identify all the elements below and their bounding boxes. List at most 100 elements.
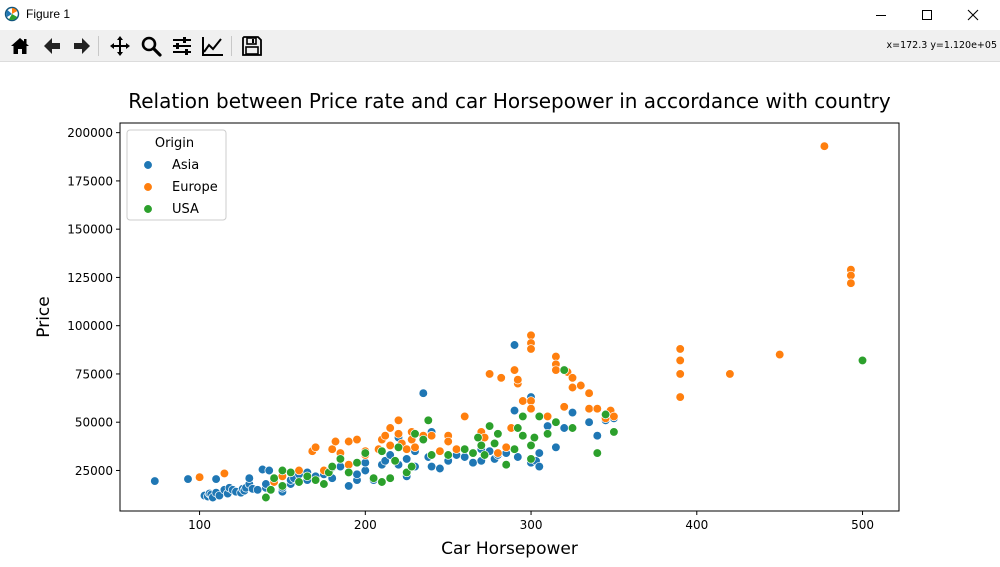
data-point-asia xyxy=(460,452,470,462)
data-point-europe xyxy=(592,404,602,414)
y-tick-label: 175000 xyxy=(67,174,113,188)
data-point-asia xyxy=(435,463,445,474)
data-point-usa xyxy=(857,355,868,366)
data-point-usa xyxy=(327,461,337,472)
data-point-europe xyxy=(526,330,536,340)
data-point-europe xyxy=(567,382,578,393)
data-point-europe xyxy=(526,396,536,406)
data-point-usa xyxy=(319,479,329,489)
data-point-europe xyxy=(402,444,412,454)
back-button[interactable] xyxy=(40,34,64,58)
data-point-asia xyxy=(344,481,354,491)
data-point-europe xyxy=(513,375,523,385)
data-point-usa xyxy=(567,423,578,433)
data-point-asia xyxy=(559,423,569,433)
save-button[interactable] xyxy=(240,34,264,58)
data-point-asia xyxy=(584,417,594,427)
data-point-usa xyxy=(484,421,495,431)
data-point-asia xyxy=(244,473,254,483)
data-point-europe xyxy=(330,436,341,447)
data-point-usa xyxy=(390,456,400,466)
edit-axis-button[interactable] xyxy=(201,34,225,58)
data-point-europe xyxy=(775,349,785,360)
data-point-usa xyxy=(294,477,304,487)
pan-icon xyxy=(110,36,130,56)
data-point-europe xyxy=(551,351,561,362)
configure-subplots-icon xyxy=(173,37,191,55)
data-point-usa xyxy=(423,415,433,425)
data-point-europe xyxy=(675,369,685,379)
window-titlebar: Figure 1 xyxy=(0,0,1000,30)
data-point-europe xyxy=(344,460,354,470)
edit-axis-icon xyxy=(202,37,223,56)
data-point-usa xyxy=(473,432,483,443)
data-point-asia xyxy=(183,474,193,484)
pan-button[interactable] xyxy=(108,34,132,58)
legend-marker-asia xyxy=(143,160,153,170)
data-point-europe xyxy=(435,446,445,456)
maximize-button[interactable] xyxy=(904,0,950,30)
data-point-usa xyxy=(529,432,540,443)
data-point-asia xyxy=(468,458,478,468)
data-point-asia xyxy=(402,454,412,464)
legend-box xyxy=(126,129,227,221)
data-point-europe xyxy=(493,448,503,458)
data-point-asia xyxy=(150,476,160,486)
data-point-europe xyxy=(846,278,856,288)
x-axis-label: Car Horsepower xyxy=(441,539,578,559)
data-point-usa xyxy=(335,454,346,464)
data-point-europe xyxy=(327,444,337,454)
data-point-europe xyxy=(559,402,569,412)
maximize-icon xyxy=(922,10,932,20)
data-point-usa xyxy=(479,450,490,460)
zoom-icon xyxy=(141,36,162,57)
data-point-usa xyxy=(286,467,296,478)
forward-button[interactable] xyxy=(70,34,94,58)
data-point-europe xyxy=(380,431,390,441)
y-tick-label: 200000 xyxy=(67,126,113,140)
data-point-usa xyxy=(501,460,511,470)
data-point-usa xyxy=(426,450,437,460)
data-point-usa xyxy=(592,448,602,458)
data-point-europe xyxy=(385,440,395,451)
y-tick-label: 25000 xyxy=(75,464,113,478)
minimize-button[interactable] xyxy=(858,0,904,30)
data-point-usa xyxy=(360,448,370,458)
figure-canvas[interactable]: Relation between Price rate and car Hors… xyxy=(0,62,1000,567)
data-point-usa xyxy=(385,473,395,483)
data-point-usa xyxy=(513,423,523,433)
data-point-europe xyxy=(526,404,536,414)
data-point-usa xyxy=(468,448,478,458)
data-point-usa xyxy=(269,473,279,483)
close-icon xyxy=(967,9,979,21)
data-point-asia xyxy=(592,431,602,441)
data-point-usa xyxy=(542,429,553,439)
home-button[interactable] xyxy=(8,34,32,58)
zoom-button[interactable] xyxy=(139,34,163,58)
x-tick-label: 200 xyxy=(354,518,377,532)
data-point-usa xyxy=(407,461,417,472)
data-point-europe xyxy=(352,434,362,445)
data-point-usa xyxy=(377,446,387,456)
y-tick-label: 150000 xyxy=(67,223,113,237)
navigation-toolbar: x=172.3 y=1.120e+05 xyxy=(0,30,1000,62)
vertical-scrollbar[interactable] xyxy=(994,62,1000,567)
data-point-europe xyxy=(725,369,735,379)
y-tick-label: 50000 xyxy=(75,416,113,430)
data-point-europe xyxy=(484,369,495,379)
data-point-usa xyxy=(277,481,288,491)
data-point-europe xyxy=(675,392,685,402)
data-point-usa xyxy=(344,467,354,478)
y-axis-label: Price xyxy=(34,296,54,337)
minimize-icon xyxy=(876,15,886,16)
data-point-usa xyxy=(534,411,544,422)
data-point-asia xyxy=(352,469,362,479)
data-point-europe xyxy=(501,442,511,452)
close-button[interactable] xyxy=(950,0,996,30)
data-point-usa xyxy=(410,429,420,439)
toolbar-separator xyxy=(231,36,232,56)
configure-subplots-button[interactable] xyxy=(170,34,194,58)
legend-label: USA xyxy=(172,202,199,217)
data-point-usa xyxy=(393,442,404,452)
data-point-europe xyxy=(584,388,594,398)
